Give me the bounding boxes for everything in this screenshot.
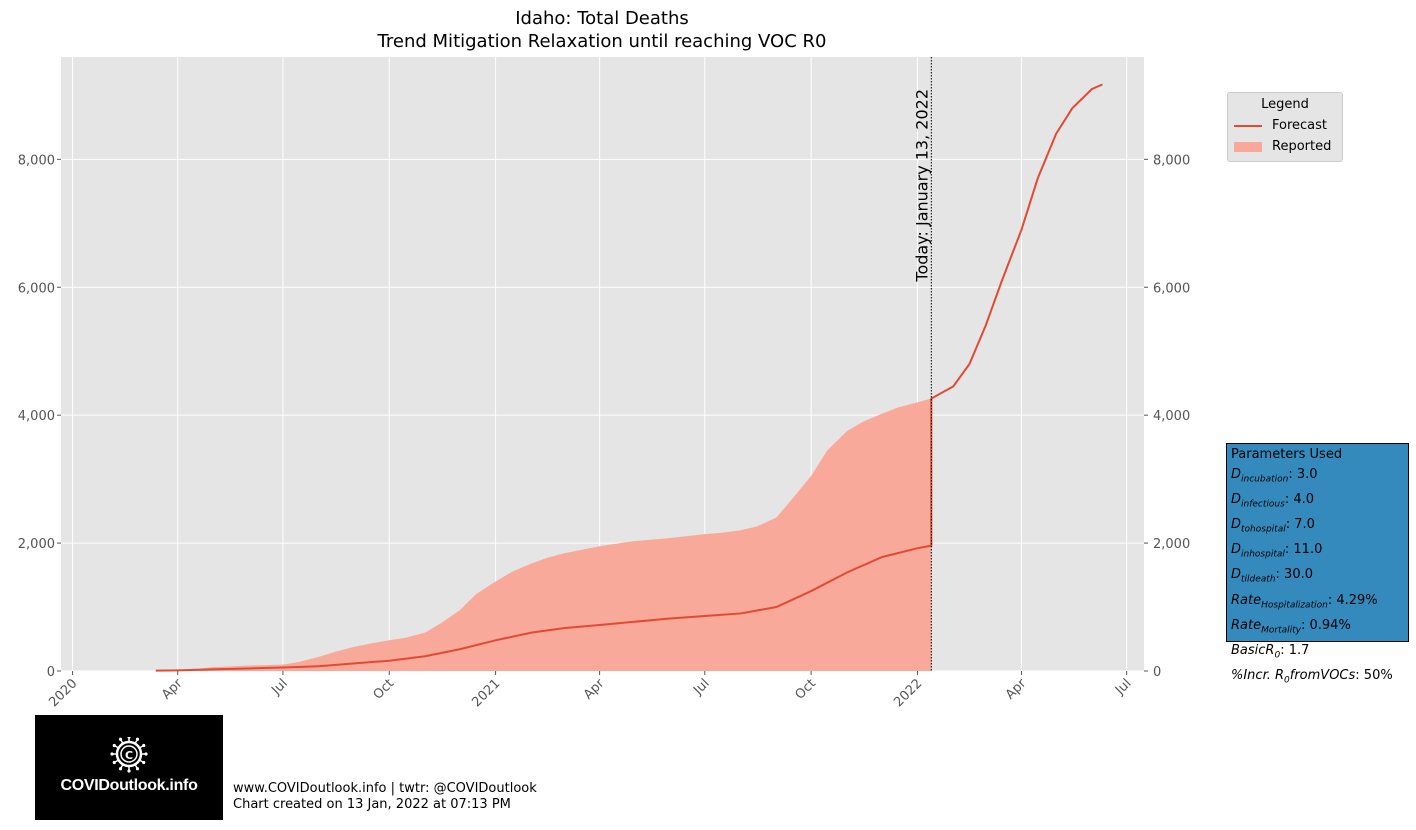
x-tick-label: 2022 [891, 676, 925, 710]
y-tick-label-right: 0 [1153, 665, 1161, 680]
logo: C COVIDoutlook.info [35, 715, 223, 820]
y-tick-label-right: 4,000 [1153, 409, 1190, 424]
x-tick-label: Jul [1112, 676, 1134, 698]
parameter-row: Dtohospital: 7.0 [1231, 516, 1315, 535]
parameter-row: BasicR0: 1.7 [1231, 642, 1310, 661]
logo-text: COVIDoutlook.info [60, 777, 198, 794]
parameter-row: Dinfectious: 4.0 [1231, 491, 1314, 510]
y-tick-label-right: 8,000 [1153, 153, 1190, 168]
chart-title: Idaho: Total Deaths [515, 8, 689, 29]
x-tick-label: Oct [792, 676, 819, 703]
legend-title: Legend [1261, 97, 1309, 112]
forecast-line [155, 83, 1103, 672]
legend-label-forecast: Forecast [1272, 118, 1328, 133]
x-tick-label: Apr [1003, 676, 1030, 703]
y-tick-label-left: 4,000 [18, 409, 55, 424]
parameter-row: %Incr. R0fromVOCs: 50% [1231, 668, 1393, 686]
parameter-row: RateMortality: 0.94% [1231, 617, 1351, 636]
x-tick-label: Apr [159, 676, 186, 703]
parameter-row: RateHospitalization: 4.29% [1231, 592, 1378, 611]
covid-virus-icon: C [110, 737, 148, 773]
footer: www.COVIDoutlook.info | twtr: @COVIDoutl… [233, 781, 537, 813]
y-tick-label-left: 0 [47, 665, 55, 680]
forecast-swatch [1234, 124, 1262, 127]
x-tick-label: 2020 [46, 676, 80, 710]
y-axis-right: 0 2,000 4,000 6,000 8,000 [1144, 153, 1190, 680]
y-tick-label-right: 6,000 [1153, 281, 1190, 296]
legend-label-reported: Reported [1272, 139, 1332, 154]
parameter-row: Dtildeath: 30.0 [1231, 567, 1314, 585]
today-label: Today: January 13, 2022 [912, 89, 931, 283]
parameter-row: Dinhospital: 11.0 [1231, 542, 1323, 560]
x-tick-label: Apr [581, 676, 608, 703]
footer-timestamp: Chart created on 13 Jan, 2022 at 07:13 P… [233, 797, 511, 812]
legend-item-reported: Reported [1234, 138, 1331, 156]
y-tick-label-left: 2,000 [18, 537, 55, 552]
x-tick-label: 2021 [469, 676, 503, 710]
legend-item-forecast: Forecast [1234, 117, 1327, 135]
chart-subtitle: Trend Mitigation Relaxation until reachi… [377, 31, 827, 52]
y-tick-label-left: 6,000 [18, 281, 55, 296]
x-axis: 2020 Apr Jul Oct 2021 Apr Jul Oct 2022 Apr Jul [46, 671, 1134, 710]
x-tick-label: Jul [690, 676, 712, 698]
svg-text:C: C [125, 749, 133, 762]
reported-swatch [1234, 141, 1262, 152]
y-axis-left: 0 2,000 4,000 6,000 8,000 [18, 153, 61, 680]
parameters-box: Parameters Used Dincubation: 3.0 Dinfecti… [1226, 443, 1409, 686]
y-tick-label-right: 2,000 [1153, 537, 1190, 552]
parameters-title: Parameters Used [1231, 447, 1343, 462]
reported-area [155, 398, 932, 671]
parameter-row: Dincubation: 3.0 [1231, 466, 1318, 485]
x-tick-label: Jul [268, 676, 290, 698]
legend: Legend Forecast Reported [1227, 92, 1343, 162]
footer-credit: www.COVIDoutlook.info | twtr: @COVIDoutl… [233, 781, 537, 796]
x-tick-label: Oct [371, 676, 398, 703]
parameters-list: Dincubation: 3.0 Dinfectious: 4.0 Dtohospi… [1231, 465, 1408, 692]
y-tick-label-left: 8,000 [18, 153, 55, 168]
